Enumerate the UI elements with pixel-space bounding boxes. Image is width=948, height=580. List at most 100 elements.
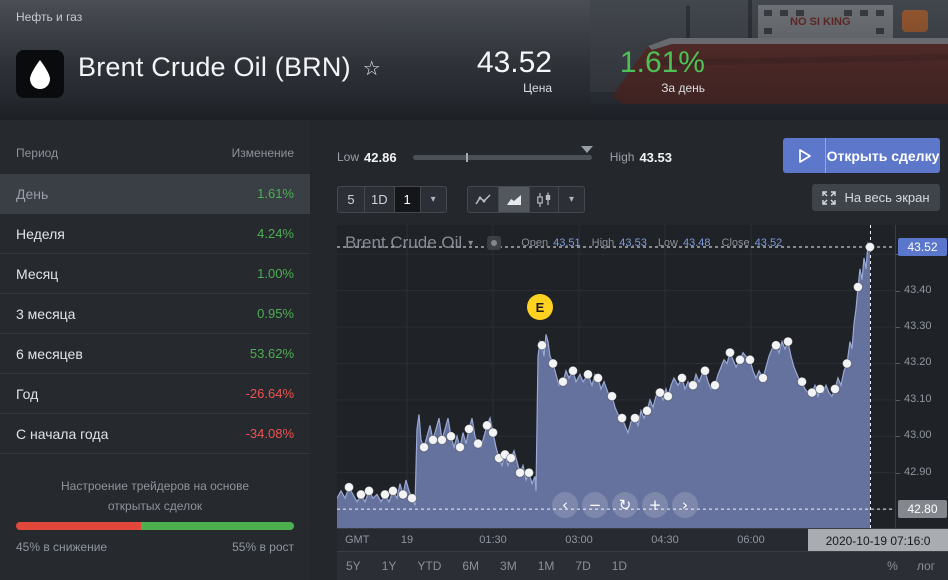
chart-settings-icon[interactable] <box>487 236 502 250</box>
range-selector-bar: 5Y 1Y YTD 6M 3M 1M 7D 1D % лог <box>337 551 948 580</box>
data-point-marker <box>663 391 673 402</box>
chart-nav-controls: ‹ − ↻ + › <box>552 492 698 518</box>
oil-drop-icon <box>30 60 50 89</box>
range-7d[interactable]: 7D <box>575 559 591 573</box>
chevron-down-icon: ▾ <box>568 194 575 205</box>
data-point-marker <box>446 431 456 442</box>
data-point-marker <box>688 380 698 391</box>
sentiment-bar <box>16 522 294 530</box>
chevron-down-icon: ▾ <box>430 194 436 205</box>
price-axis: 43.5043.4043.3043.2043.1043.0042.9043.52… <box>895 225 948 528</box>
period-row[interactable]: 3 месяца 0.95% <box>0 294 310 334</box>
period-row[interactable]: 6 месяцев 53.62% <box>0 334 310 374</box>
period-row[interactable]: Месяц 1.00% <box>0 254 310 294</box>
data-point-marker <box>455 442 465 453</box>
data-point-marker <box>700 365 710 376</box>
economic-event-marker[interactable]: E <box>527 294 553 320</box>
period-row[interactable]: Неделя 4.24% <box>0 214 310 254</box>
day-range-track <box>412 145 593 162</box>
zoom-out-button[interactable]: − <box>582 492 608 518</box>
y-tick-label: 43.10 <box>904 392 932 405</box>
y-tick <box>896 290 900 292</box>
pan-right-button[interactable]: › <box>672 492 698 518</box>
sentiment-bar-up <box>141 522 294 530</box>
chart-type-dropdown[interactable]: ▾ <box>558 187 584 212</box>
data-point-marker <box>419 442 429 453</box>
data-point-marker <box>537 340 547 351</box>
data-point-marker <box>482 420 492 431</box>
breadcrumb-category[interactable]: Нефть и газ <box>16 10 83 24</box>
price-chart-widget: Brent Crude Oil ▾ Open 43.51 High 43.53 Lo… <box>336 225 948 580</box>
y-tick <box>896 436 900 438</box>
daily-change: 1.61% <box>619 46 705 79</box>
data-point-marker <box>407 493 417 504</box>
x-tick-label: 04:30 <box>651 534 679 546</box>
expand-icon <box>822 190 837 205</box>
range-1d[interactable]: 1D <box>611 559 628 573</box>
range-6m[interactable]: 6M <box>462 559 480 573</box>
current-price: 43.52 <box>476 46 552 79</box>
range-current-tick <box>466 152 469 162</box>
data-point-marker <box>745 354 755 365</box>
chart-type-area-active[interactable] <box>498 187 529 212</box>
line-chart-icon <box>475 193 491 204</box>
data-point-marker <box>655 387 665 398</box>
data-point-marker <box>865 242 875 252</box>
x-tick-label: 19 <box>400 534 414 546</box>
x-tick-label: 06:00 <box>737 534 765 546</box>
data-point-marker <box>558 376 568 387</box>
interval-5[interactable]: 5 <box>347 192 355 207</box>
data-point-marker <box>583 369 593 380</box>
zoom-in-button[interactable]: + <box>642 492 668 518</box>
data-point-marker <box>515 467 525 478</box>
interval-1-active[interactable]: 1 <box>393 187 420 212</box>
y-tick <box>896 363 900 365</box>
favorite-star-icon[interactable]: ☆ <box>362 58 381 80</box>
day-range-indicator: Low 42.86 High 43.53 <box>337 145 672 167</box>
data-point-marker <box>783 336 793 347</box>
range-5y[interactable]: 5Y <box>346 559 361 573</box>
y-tick-label: 43.00 <box>904 429 932 442</box>
period-row[interactable]: С начала года -34.08% <box>0 414 310 454</box>
data-point-marker <box>710 380 720 391</box>
instrument-logo <box>16 50 64 98</box>
column-header-period: Период <box>16 146 59 160</box>
scale-log-toggle[interactable]: лог <box>916 559 935 573</box>
chart-type-candles[interactable] <box>529 187 558 212</box>
interval-1d[interactable]: 1D <box>364 187 394 212</box>
range-3m[interactable]: 3M <box>500 559 517 573</box>
page-title: Brent Crude Oil (BRN) <box>78 52 351 82</box>
chart-type-selector: ▾ <box>467 186 585 213</box>
data-point-marker <box>344 482 354 493</box>
interval-selector: 5 1D 1 ▾ <box>337 186 447 213</box>
data-point-marker <box>428 434 438 445</box>
pan-left-button[interactable]: ‹ <box>552 492 578 518</box>
period-row[interactable]: Год -26.64% <box>0 374 310 414</box>
period-row[interactable]: День 1.61% <box>0 174 310 214</box>
fullscreen-button[interactable]: На весь экран <box>812 184 940 211</box>
y-tick-label: 43.40 <box>904 283 932 296</box>
data-point-marker <box>771 340 781 351</box>
reset-view-button[interactable]: ↻ <box>612 492 638 518</box>
chart-instrument-dropdown[interactable]: Brent Crude Oil <box>345 233 463 252</box>
chart-plot-area[interactable] <box>336 225 895 528</box>
scale-percent-toggle[interactable]: % <box>887 559 898 573</box>
low-value: 42.86 <box>364 149 397 165</box>
y-tick <box>896 327 900 329</box>
timezone-label: GMT <box>345 534 370 546</box>
range-1y[interactable]: 1Y <box>381 559 397 573</box>
chevron-down-icon[interactable]: ▾ <box>468 237 474 249</box>
data-point-marker <box>506 453 516 464</box>
data-point-marker <box>473 438 483 449</box>
range-ytd[interactable]: YTD <box>417 559 442 573</box>
period-change-panel: Период Изменение День 1.61% Неделя 4.24%… <box>0 120 310 580</box>
chart-type-line[interactable] <box>468 187 498 212</box>
open-trade-button[interactable]: Открыть сделку <box>783 138 940 173</box>
crosshair-timestamp-badge: 2020-10-19 07:16:0 <box>808 529 948 552</box>
range-1m[interactable]: 1M <box>537 559 555 573</box>
daily-change-label: За день <box>661 81 705 95</box>
interval-dropdown[interactable]: ▾ <box>419 187 446 212</box>
instrument-header: NO SI KING Нефть и газ Brent Crude Oil (… <box>0 0 948 120</box>
data-point-marker <box>437 434 447 445</box>
baseline-price-badge: 42.80 <box>898 500 947 518</box>
